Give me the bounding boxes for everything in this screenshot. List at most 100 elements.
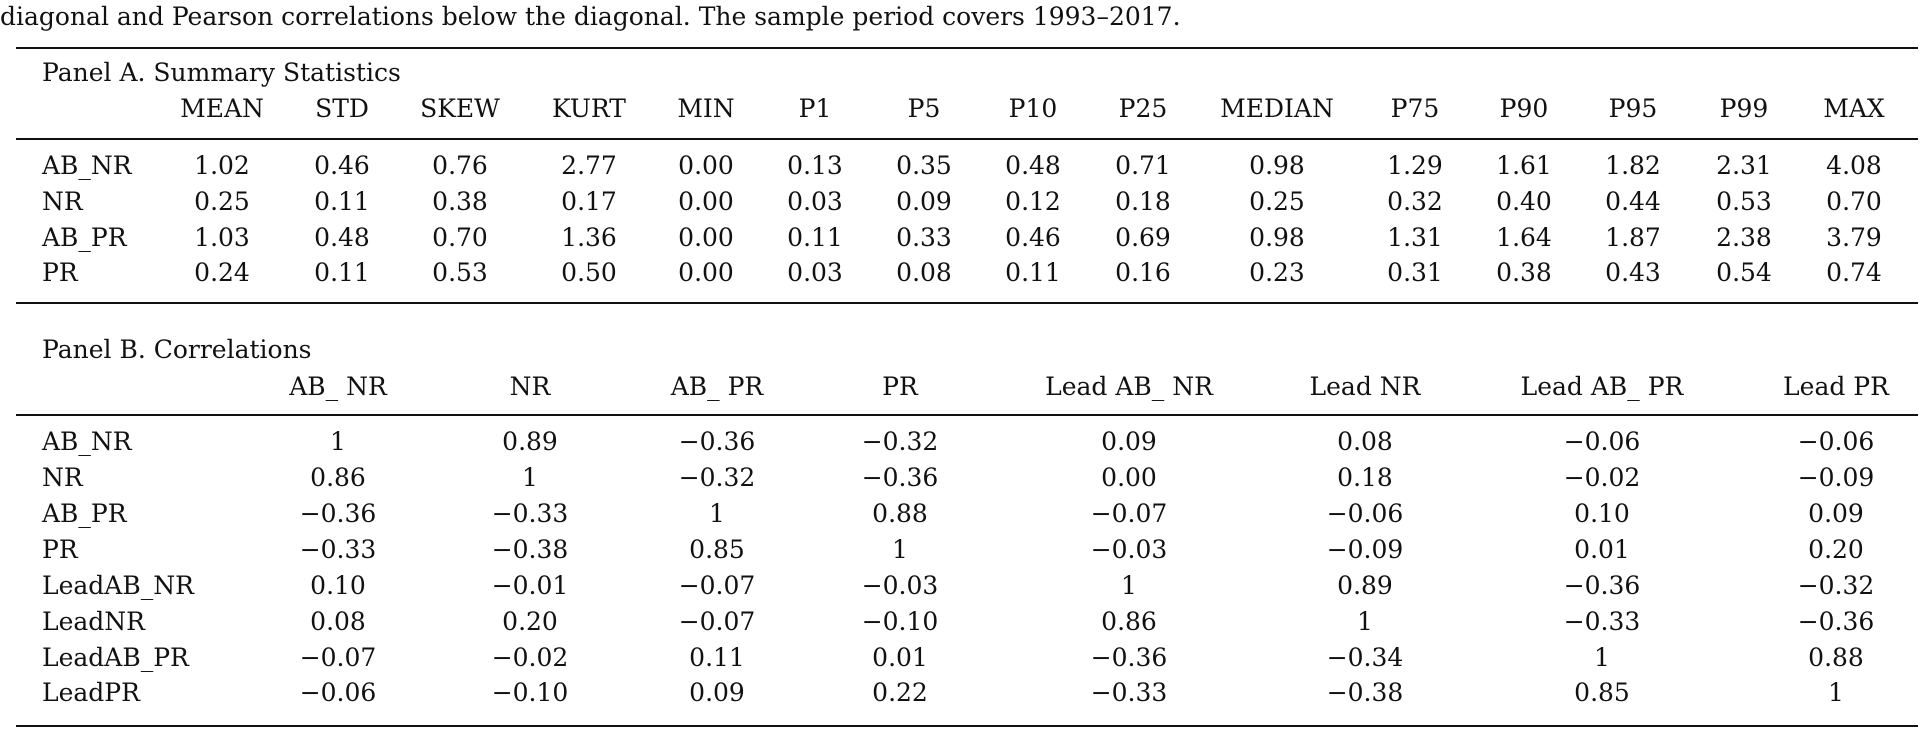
table-cell: −0.36: [299, 499, 377, 528]
column-header: P90: [1499, 94, 1549, 123]
table-cell: 0.70: [1826, 187, 1882, 216]
panel-b-title: Panel B. Correlations: [42, 335, 312, 364]
table-cell: −0.10: [491, 678, 569, 707]
table-cell: 2.31: [1716, 151, 1772, 180]
column-header: MEDIAN: [1220, 94, 1334, 123]
table-cell: 0.18: [1337, 463, 1393, 492]
table-cell: 0.00: [678, 258, 734, 287]
table-cell: 1.03: [194, 223, 250, 252]
table-cell: 4.08: [1826, 151, 1882, 180]
table-cell: 0.86: [310, 463, 366, 492]
table-cell: −0.32: [861, 427, 939, 456]
table-cell: 1.36: [561, 223, 617, 252]
table-cell: 1: [522, 463, 538, 492]
table-cell: 0.50: [561, 258, 617, 287]
table-cell: 1: [709, 499, 725, 528]
table-cell: 0.18: [1115, 187, 1171, 216]
table-cell: −0.01: [491, 571, 569, 600]
table-cell: 0.24: [194, 258, 250, 287]
table-cell: −0.36: [861, 463, 939, 492]
table-cell: 1.31: [1387, 223, 1443, 252]
row-label: LeadPR: [42, 678, 140, 707]
table-cell: 0.11: [787, 223, 843, 252]
table-cell: 0.11: [314, 258, 370, 287]
column-header: KURT: [552, 94, 626, 123]
column-header: MEAN: [180, 94, 264, 123]
table-cell: 0.54: [1716, 258, 1772, 287]
column-header: AB_ NR: [289, 372, 387, 401]
table-cell: 0.89: [1337, 571, 1393, 600]
table-cell: 0.00: [678, 223, 734, 252]
row-label: AB_PR: [42, 499, 127, 528]
row-label: AB_NR: [42, 427, 132, 456]
column-header: Lead NR: [1309, 372, 1421, 401]
table-cell: −0.06: [1797, 427, 1875, 456]
table-cell: 1.02: [194, 151, 250, 180]
column-header: P5: [907, 94, 941, 123]
table-cell: 0.00: [1101, 463, 1157, 492]
table-cell: 0.25: [194, 187, 250, 216]
row-label: LeadAB_NR: [42, 571, 194, 600]
table-cell: −0.33: [491, 499, 569, 528]
table-cell: 0.00: [678, 187, 734, 216]
table-cell: 0.53: [432, 258, 488, 287]
bottom-rule: [16, 725, 1918, 727]
column-header: P95: [1608, 94, 1658, 123]
top-rule: [16, 47, 1918, 49]
table-cell: 0.12: [1005, 187, 1061, 216]
table-cell: 0.08: [1337, 427, 1393, 456]
table-cell: −0.32: [678, 463, 756, 492]
table-cell: 0.44: [1605, 187, 1661, 216]
table-cell: 0.38: [432, 187, 488, 216]
table-cell: 0.11: [1005, 258, 1061, 287]
column-header: P25: [1118, 94, 1168, 123]
table-cell: 0.40: [1496, 187, 1552, 216]
table-cell: 1: [1357, 607, 1373, 636]
row-label: LeadNR: [42, 607, 146, 636]
table-cell: −0.06: [1563, 427, 1641, 456]
table-cell: 0.89: [502, 427, 558, 456]
column-header: STD: [315, 94, 369, 123]
table-cell: 1: [1121, 571, 1137, 600]
table-cell: −0.38: [491, 535, 569, 564]
table-cell: −0.36: [1797, 607, 1875, 636]
table-cell: 1.87: [1605, 223, 1661, 252]
table-cell: −0.03: [1090, 535, 1168, 564]
column-header: P1: [798, 94, 832, 123]
column-header: Lead AB_ PR: [1520, 372, 1684, 401]
table-cell: 0.09: [1101, 427, 1157, 456]
table-cell: 1.29: [1387, 151, 1443, 180]
panel-a-header-rule: [16, 138, 1918, 140]
table-cell: 0.17: [561, 187, 617, 216]
table-cell: 0.09: [1808, 499, 1864, 528]
table-cell: 0.48: [314, 223, 370, 252]
column-header: PR: [882, 372, 918, 401]
table-cell: −0.36: [678, 427, 756, 456]
table-cell: 2.38: [1716, 223, 1772, 252]
table-cell: 1: [330, 427, 346, 456]
table-cell: −0.06: [299, 678, 377, 707]
column-header: P99: [1719, 94, 1769, 123]
table-cell: 0.20: [502, 607, 558, 636]
row-label: AB_NR: [42, 151, 132, 180]
table-cell: −0.07: [678, 607, 756, 636]
column-header: MAX: [1823, 94, 1885, 123]
table-cell: 0.09: [896, 187, 952, 216]
table-cell: −0.10: [861, 607, 939, 636]
table-cell: −0.09: [1326, 535, 1404, 564]
table-cell: −0.03: [861, 571, 939, 600]
table-cell: 2.77: [561, 151, 617, 180]
table-cell: 0.11: [314, 187, 370, 216]
table-cell: −0.36: [1563, 571, 1641, 600]
table-cell: −0.02: [1563, 463, 1641, 492]
table-cell: 0.85: [689, 535, 745, 564]
column-header: AB_ PR: [670, 372, 764, 401]
table-cell: 0.10: [1574, 499, 1630, 528]
row-label: PR: [42, 258, 78, 287]
table-cell: 0.74: [1826, 258, 1882, 287]
table-cell: 0.11: [689, 643, 745, 672]
column-header: NR: [509, 372, 551, 401]
table-cell: 0.22: [872, 678, 928, 707]
table-cell: 0.98: [1249, 223, 1305, 252]
table-cell: −0.07: [299, 643, 377, 672]
